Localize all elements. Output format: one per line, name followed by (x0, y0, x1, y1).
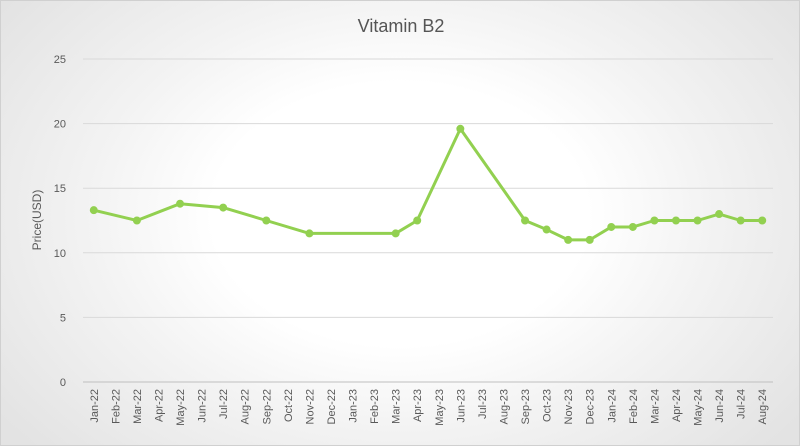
y-tick-label: 15 (54, 183, 66, 195)
x-tick-label: Jan-24 (606, 389, 618, 423)
x-tick-label: Apr-23 (412, 389, 424, 422)
x-tick-label: Feb-24 (628, 389, 640, 424)
chart-title: Vitamin B2 (358, 16, 445, 36)
gridlines (83, 58, 773, 383)
x-tick-label: Dec-22 (326, 389, 338, 424)
x-tick-label: Jul-24 (736, 389, 748, 419)
y-tick-label: 25 (54, 54, 66, 66)
data-point (758, 216, 767, 225)
x-tick-label: Aug-24 (757, 389, 769, 424)
x-tick-label: Nov-23 (563, 389, 575, 424)
data-point (736, 216, 745, 225)
data-point (671, 216, 680, 225)
x-tick-label: Sep-23 (520, 389, 532, 424)
x-tick-label: Jul-23 (477, 389, 489, 419)
series-layer (89, 124, 767, 244)
x-tick-label: Oct-23 (542, 389, 554, 422)
x-tick-label: Aug-22 (240, 389, 252, 424)
x-tick-label: Jan-22 (89, 389, 101, 423)
x-tick-label: Oct-22 (283, 389, 295, 422)
data-point (542, 225, 551, 234)
data-point (305, 229, 314, 238)
data-point (585, 235, 594, 244)
data-point (650, 216, 659, 225)
data-point (413, 216, 422, 225)
data-point (89, 206, 98, 215)
data-point (176, 199, 185, 208)
x-tick-label: Mar-22 (132, 389, 144, 424)
x-tick-label: Jul-22 (218, 389, 230, 419)
data-point (456, 124, 465, 133)
data-point (607, 222, 616, 231)
data-point (564, 235, 573, 244)
x-axis-ticks: Jan-22 Feb-22 Mar-22 Apr-22 May-22 Jun-22 Jul-… (89, 389, 769, 426)
x-tick-label: Apr-24 (671, 389, 683, 422)
x-tick-label: Jan-23 (348, 389, 360, 423)
x-tick-label: May-23 (434, 389, 446, 426)
x-tick-label: Nov-22 (304, 389, 316, 424)
y-axis-ticks: 0 5 10 15 20 25 (54, 54, 66, 389)
data-point (693, 216, 702, 225)
data-point (715, 210, 724, 219)
data-point (132, 216, 141, 225)
x-tick-label: Mar-23 (391, 389, 403, 424)
x-tick-label: May-22 (175, 389, 187, 426)
data-point (628, 222, 637, 231)
y-axis-title: Price(USD) (30, 190, 44, 251)
data-point (219, 203, 228, 212)
series-line (92, 127, 764, 242)
x-tick-label: Jun-23 (455, 389, 467, 423)
x-tick-label: Aug-23 (498, 389, 510, 424)
x-tick-label: Feb-22 (110, 389, 122, 424)
y-tick-label: 20 (54, 119, 66, 131)
data-point (262, 216, 271, 225)
data-point (521, 216, 530, 225)
x-tick-label: Jun-24 (714, 389, 726, 423)
x-tick-label: Dec-23 (585, 389, 597, 424)
x-tick-label: Mar-24 (649, 389, 661, 424)
y-tick-label: 0 (60, 377, 66, 389)
x-tick-label: Jun-22 (197, 389, 209, 423)
x-tick-label: Sep-22 (261, 389, 273, 424)
y-tick-label: 10 (54, 248, 66, 260)
x-tick-label: May-24 (693, 389, 705, 426)
x-tick-label: Apr-22 (153, 389, 165, 422)
y-tick-label: 5 (60, 312, 66, 324)
data-point (391, 229, 400, 238)
x-tick-label: Feb-23 (369, 389, 381, 424)
